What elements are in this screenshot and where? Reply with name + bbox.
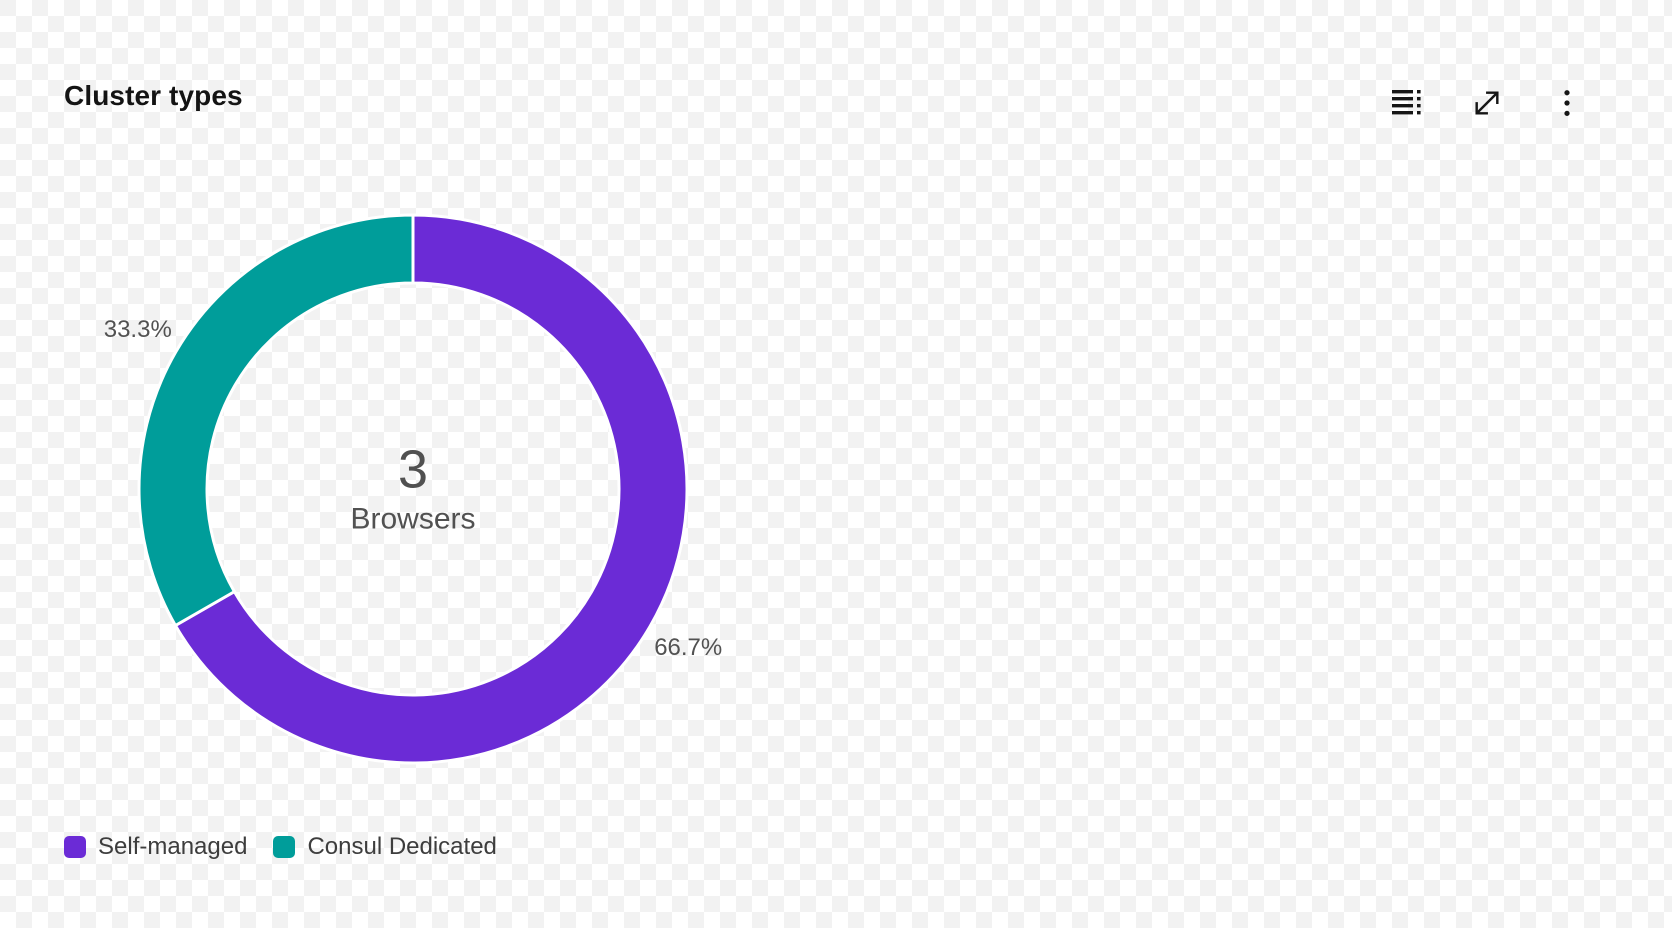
chart-legend: Self-managed Consul Dedicated	[64, 834, 497, 860]
overflow-menu-button[interactable]	[1548, 84, 1586, 122]
data-table-icon	[1392, 90, 1421, 115]
legend-swatch-consul-dedicated	[273, 836, 296, 858]
legend-item-consul-dedicated[interactable]: Consul Dedicated	[273, 833, 497, 860]
show-data-table-button[interactable]	[1388, 84, 1426, 122]
donut-segment-self-managed[interactable]	[173, 213, 689, 765]
chart-title: Cluster types	[64, 80, 243, 111]
legend-swatch-self-managed	[64, 836, 86, 858]
donut-chart	[137, 213, 689, 765]
donut-segment-consul-dedicated[interactable]	[137, 213, 415, 628]
maximize-icon	[1475, 91, 1499, 115]
maximize-button[interactable]	[1468, 84, 1506, 122]
overflow-menu-vertical-icon	[1564, 90, 1570, 116]
legend-label: Self-managed	[98, 833, 248, 860]
legend-item-self-managed[interactable]: Self-managed	[64, 834, 247, 860]
legend-label: Consul Dedicated	[307, 833, 497, 860]
